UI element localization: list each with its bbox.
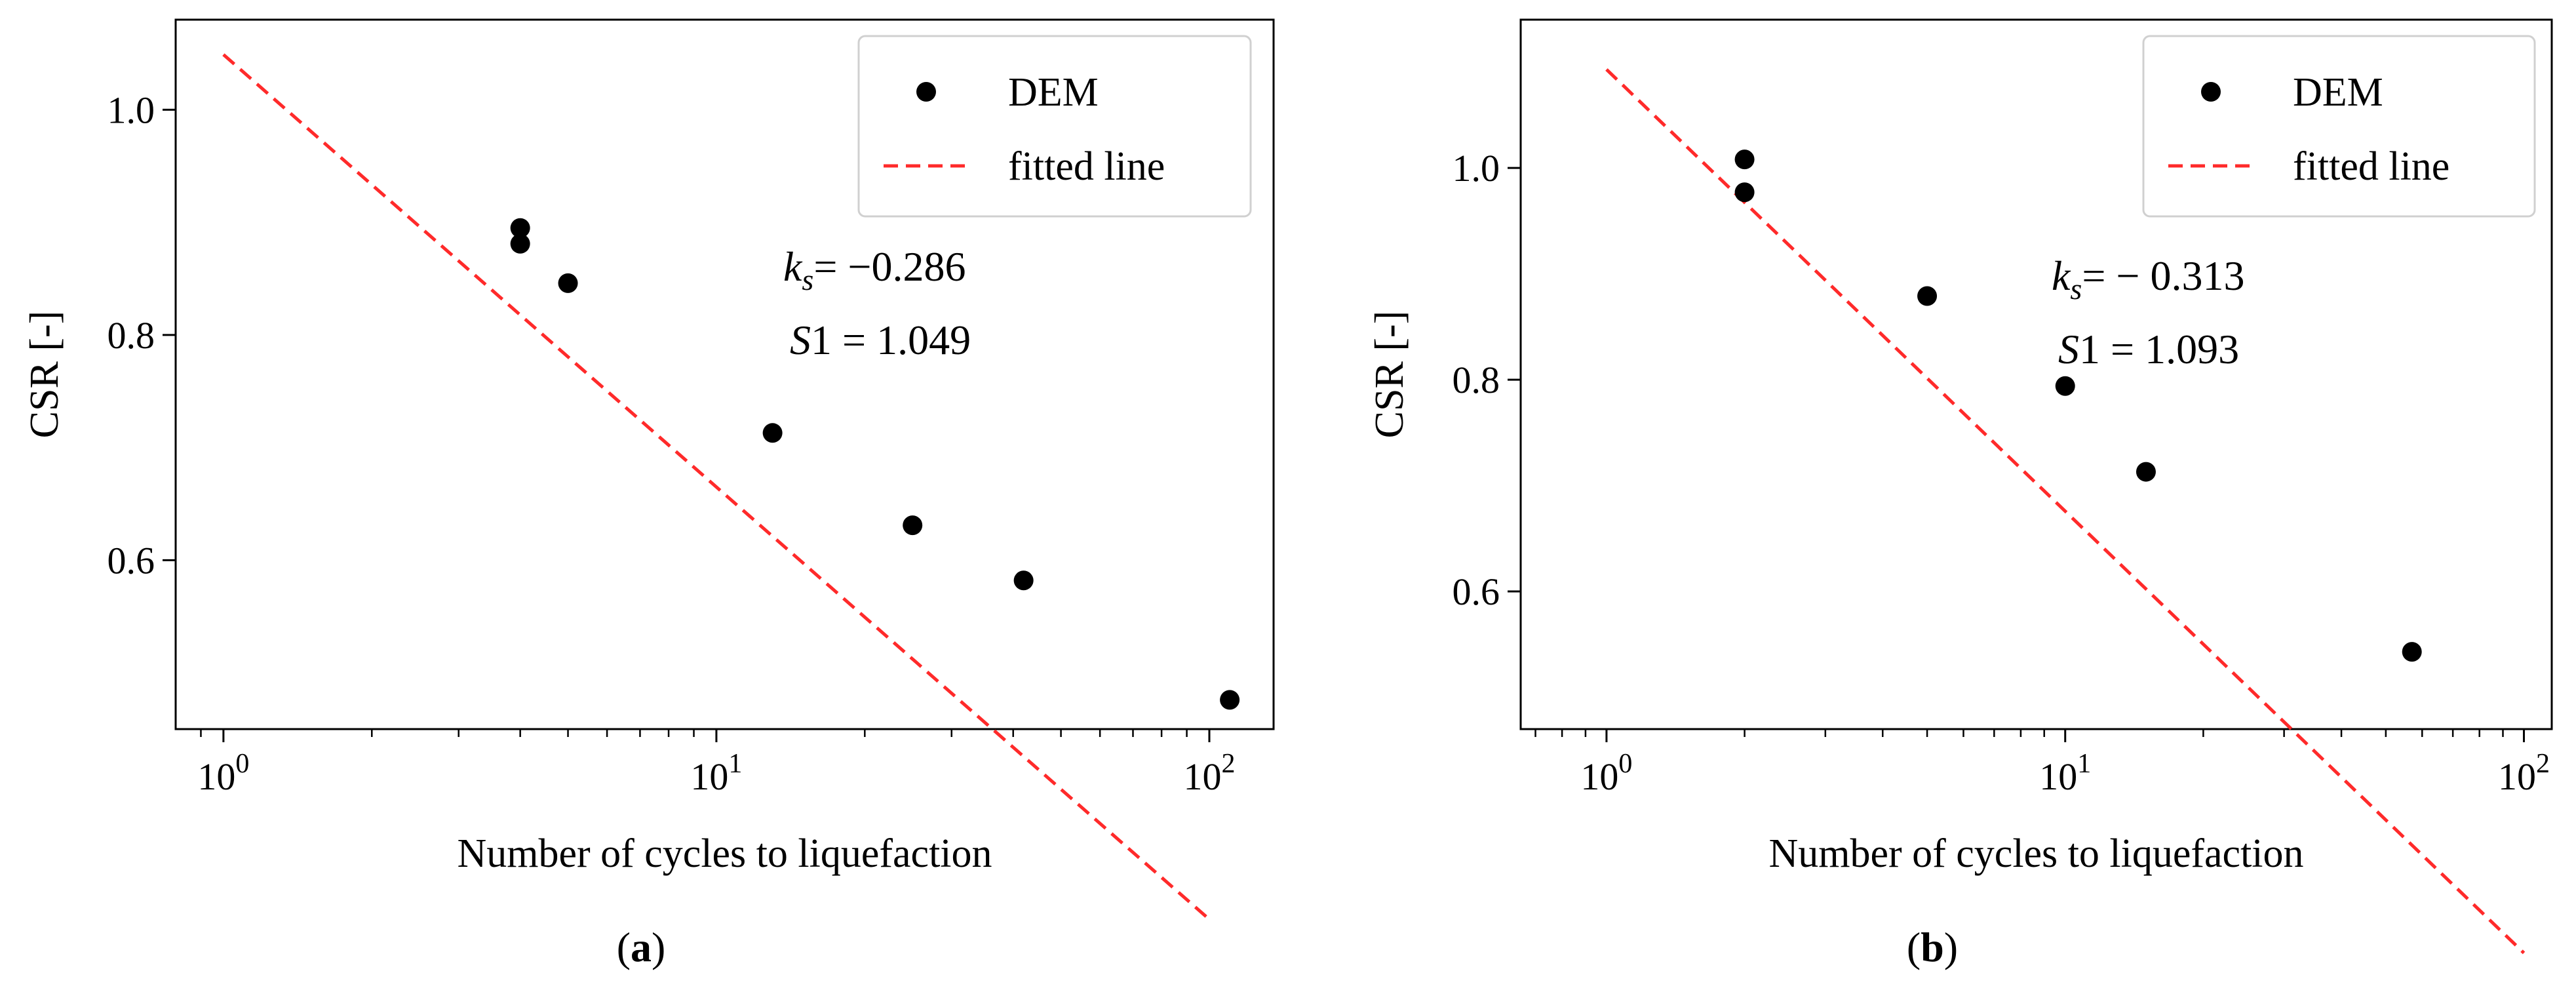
legend-fit-label: fitted line — [1008, 144, 1165, 189]
ks-annotation: ks= −0.286 — [783, 243, 966, 296]
y-tick-label: 0.8 — [1453, 359, 1500, 401]
plot-frame — [1519, 18, 2553, 730]
y-axis-title: CSR [-] — [1367, 311, 1412, 439]
panel-label: (a) — [617, 924, 666, 970]
legend-frame — [857, 35, 1252, 218]
panel-label: (b) — [1907, 924, 1958, 970]
dem-point — [510, 218, 530, 238]
legend: DEM fitted line — [2142, 35, 2536, 218]
fitted-line — [1605, 68, 2526, 955]
x-tick-label: 100 — [1580, 749, 1632, 798]
dem-point — [762, 423, 783, 443]
legend-frame — [2142, 35, 2536, 218]
chart-panel-b: 100 101 102 0.6 0.8 1.0 Number of cycles to li… — [1367, 18, 2553, 970]
fitted-line — [222, 53, 1211, 921]
dem-point — [558, 273, 578, 293]
legend-dem-label: DEM — [2293, 70, 2383, 115]
x-tick-label: 101 — [690, 749, 742, 798]
x-axis-title: Number of cycles to liquefaction — [1768, 831, 2303, 876]
dem-point — [1734, 182, 1755, 203]
legend-dem-label: DEM — [1008, 70, 1099, 115]
legend: DEM fitted line — [857, 35, 1252, 218]
dem-point — [2136, 462, 2156, 482]
dem-point — [1734, 149, 1755, 170]
y-tick-label: 0.8 — [107, 314, 155, 357]
x-tick-label: 101 — [2039, 749, 2091, 798]
y-tick-label: 1.0 — [1453, 147, 1500, 189]
y-tick-label: 0.6 — [107, 539, 155, 582]
dem-point — [1013, 570, 1034, 591]
legend-fit-label: fitted line — [2293, 144, 2449, 189]
x-tick-label: 102 — [2498, 749, 2550, 798]
y-axis-title: CSR [-] — [22, 311, 67, 439]
plot-frame — [174, 18, 1275, 730]
s1-annotation: S1 = 1.093 — [2058, 326, 2239, 372]
legend-dem-marker — [2201, 82, 2221, 102]
x-tick-label: 102 — [1183, 749, 1235, 798]
x-tick-label: 100 — [197, 749, 249, 798]
legend-dem-marker — [916, 82, 936, 102]
ks-annotation: ks= − 0.313 — [2052, 252, 2245, 306]
dem-point — [1917, 286, 1938, 306]
s1-annotation: S1 = 1.049 — [790, 317, 971, 363]
dem-point — [1220, 690, 1240, 710]
y-tick-label: 0.6 — [1453, 570, 1500, 613]
dem-point — [2402, 642, 2422, 662]
dem-point — [2055, 376, 2075, 396]
y-tick-label: 1.0 — [107, 89, 155, 131]
dem-point — [510, 233, 530, 254]
dem-point — [903, 515, 923, 536]
x-axis-title: Number of cycles to liquefaction — [457, 831, 992, 876]
chart-panel-a: 100 101 102 0.6 0.8 1.0 Number of cycles to li… — [22, 18, 1275, 970]
